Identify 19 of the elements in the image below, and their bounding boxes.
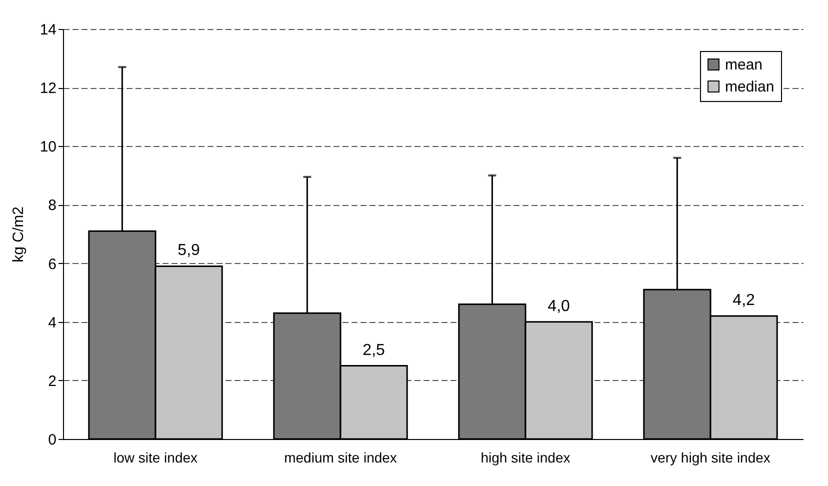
legend-label: median xyxy=(725,78,774,96)
data-label: 4,2 xyxy=(732,292,756,309)
y-tick-label: 10 xyxy=(40,138,56,156)
y-tick-label: 14 xyxy=(40,22,56,38)
y-tick-label: 4 xyxy=(48,314,56,332)
y-tick-label: 12 xyxy=(40,80,56,98)
data-label: 4,0 xyxy=(548,298,570,315)
y-tick-label: 8 xyxy=(48,197,56,214)
y-tick-label: 0 xyxy=(48,432,56,448)
legend-label: mean xyxy=(725,56,763,74)
x-tick-label: low site index xyxy=(113,450,198,466)
data-label: 5,9 xyxy=(178,242,200,260)
x-tick-label: high site index xyxy=(480,450,570,466)
y-axis-title: kg C/m2 xyxy=(10,206,27,262)
x-tick-label: medium site index xyxy=(284,450,397,466)
x-tick-label: very high site index xyxy=(650,450,770,466)
y-tick-label: 2 xyxy=(48,372,56,390)
data-label: 2,5 xyxy=(362,342,386,359)
y-tick-label: 6 xyxy=(48,256,56,273)
